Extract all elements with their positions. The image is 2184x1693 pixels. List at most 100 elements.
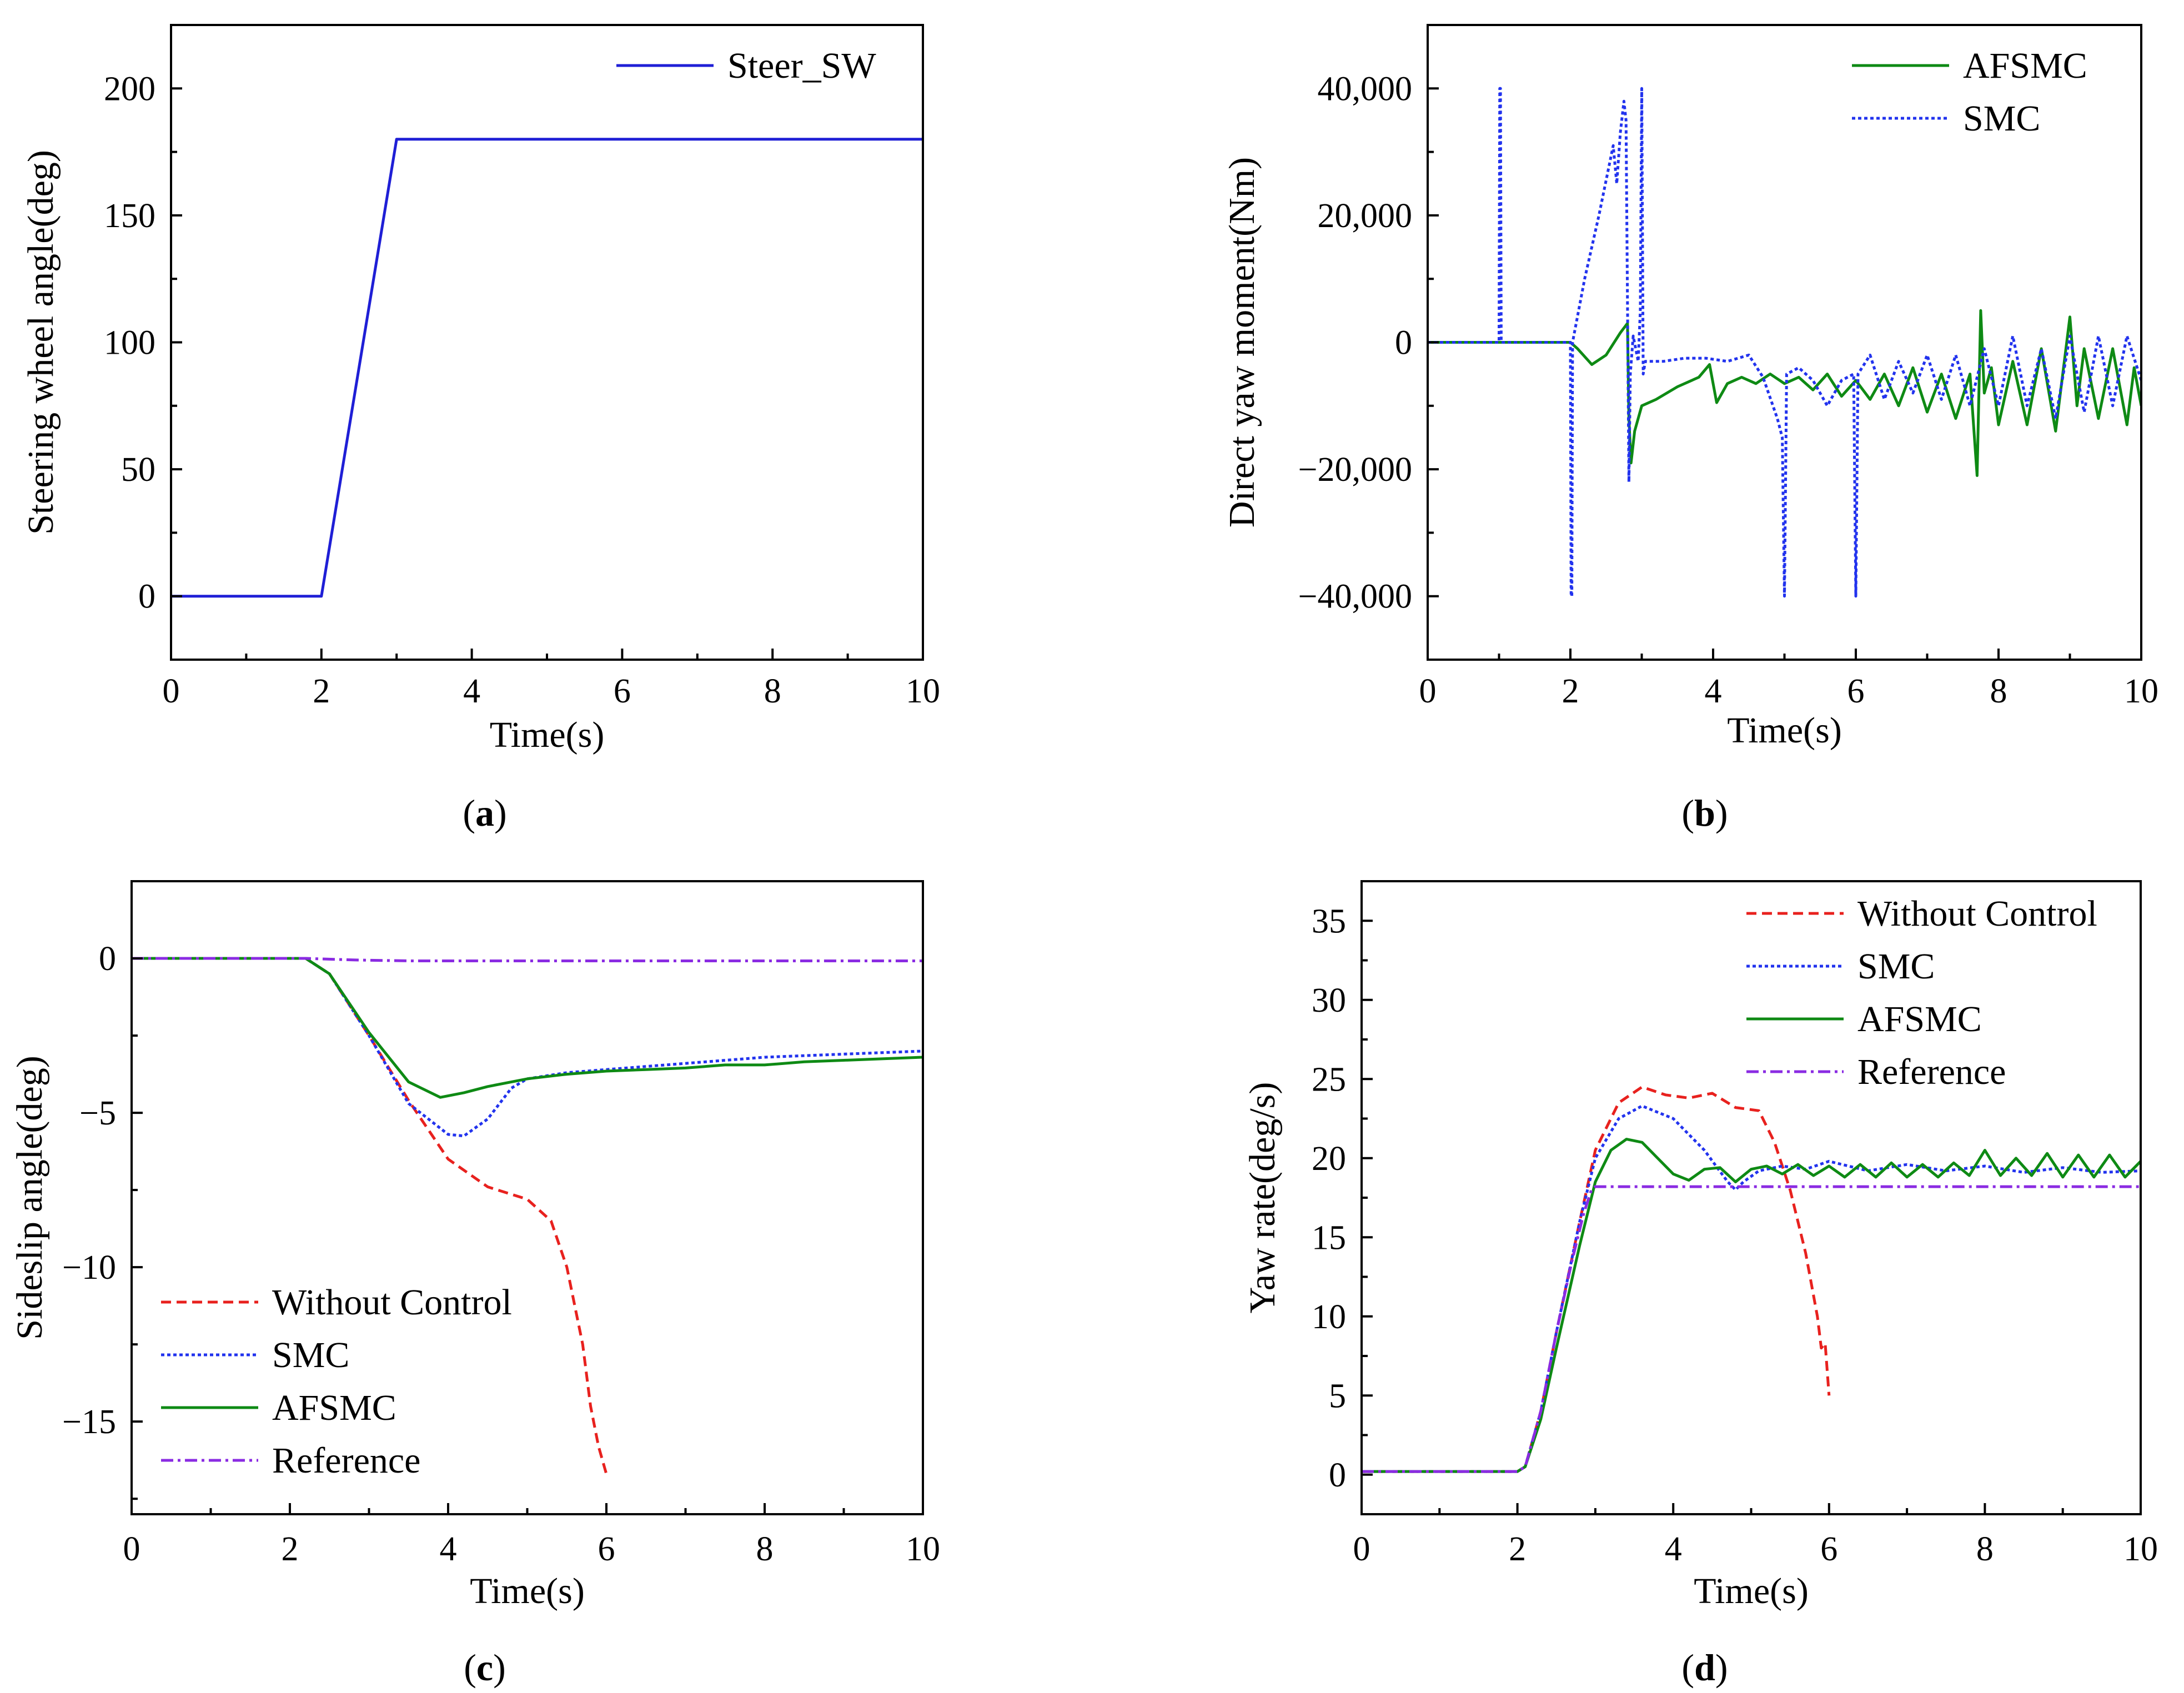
y-tick-label-c: −5 bbox=[79, 1094, 116, 1132]
x-tick-label-b: 2 bbox=[1562, 672, 1579, 710]
y-tick-label-c: 0 bbox=[99, 940, 116, 978]
y-axis-label-a: Steering wheel angle(deg) bbox=[21, 150, 61, 535]
y-tick-label-d: 5 bbox=[1329, 1377, 1346, 1415]
caption-a: (a) bbox=[463, 792, 506, 834]
series-group-a bbox=[171, 138, 923, 598]
chart-panel-d: 0 2 4 6 8 10 0 5 10 15 20 25 30 35 Time(s) Yaw rate(deg… bbox=[1242, 880, 2158, 1611]
x-tick-label-a: 10 bbox=[906, 672, 940, 710]
series-line-d-smc bbox=[1362, 1104, 2141, 1473]
y-tick-label-a: 50 bbox=[121, 451, 155, 489]
y-tick-label-b: 20,000 bbox=[1318, 197, 1413, 235]
y-tick-label-b: −40,000 bbox=[1298, 578, 1412, 616]
y-tick-label-d: 35 bbox=[1312, 902, 1346, 940]
y-axis-label-c: Sideslip angle(deg) bbox=[9, 1056, 50, 1339]
x-axis-label-c: Time(s) bbox=[470, 1571, 585, 1611]
series-line-c-without-control bbox=[132, 957, 608, 1475]
caption-a-letter: a bbox=[475, 792, 494, 834]
y-tick-label-a: 200 bbox=[104, 70, 155, 108]
series-group-c bbox=[132, 957, 923, 1475]
legend-label-b: SMC bbox=[1963, 98, 2040, 139]
legend-c: Without Control SMC AFSMC Reference bbox=[161, 1282, 512, 1481]
y-tick-label-b: −20,000 bbox=[1298, 451, 1412, 489]
legend-label-d: SMC bbox=[1857, 946, 1935, 987]
y-tick-label-d: 0 bbox=[1329, 1456, 1346, 1494]
y-axis-label-b: Direct yaw moment(Nm) bbox=[1222, 157, 1262, 528]
legend-label-d: AFSMC bbox=[1857, 999, 1982, 1039]
y-tick-label-d: 15 bbox=[1312, 1219, 1346, 1257]
x-tick-label-d: 2 bbox=[1509, 1530, 1526, 1568]
x-tick-label-d: 4 bbox=[1665, 1530, 1682, 1568]
caption-b: (b) bbox=[1681, 792, 1728, 834]
x-tick-label-a: 0 bbox=[163, 672, 180, 710]
caption-c-letter: c bbox=[476, 1646, 493, 1689]
legend-label-a: Steer_SW bbox=[727, 46, 876, 86]
x-tick-label-c: 2 bbox=[282, 1530, 299, 1568]
legend-d: Without Control SMC AFSMC Reference bbox=[1746, 893, 2097, 1092]
series-line-c-afsmc bbox=[132, 957, 923, 1099]
series-line-d-reference bbox=[1362, 1185, 2141, 1473]
y-tick-label-a: 100 bbox=[104, 324, 155, 362]
series-line-b-afsmc bbox=[1428, 309, 2141, 477]
chart-panel-c: 0 2 4 6 8 10 −15 −10 −5 0 Time(s) Sideslip angle(de… bbox=[9, 880, 940, 1611]
x-tick-label-d: 6 bbox=[1820, 1530, 1837, 1568]
x-tick-label-d: 8 bbox=[1976, 1530, 1994, 1568]
series-group-b bbox=[1428, 87, 2141, 598]
legend-label-c: Without Control bbox=[272, 1282, 512, 1323]
caption-c: (c) bbox=[464, 1646, 506, 1689]
svg-text:(c): (c) bbox=[464, 1646, 506, 1689]
x-tick-label-b: 10 bbox=[2124, 672, 2158, 710]
svg-text:(d): (d) bbox=[1681, 1646, 1728, 1689]
legend-label-c: SMC bbox=[272, 1335, 349, 1375]
svg-text:(a): (a) bbox=[463, 792, 506, 834]
y-tick-label-d: 25 bbox=[1312, 1061, 1346, 1098]
x-tick-label-a: 8 bbox=[764, 672, 781, 710]
legend-label-d: Without Control bbox=[1857, 893, 2097, 934]
legend-label-c: AFSMC bbox=[272, 1388, 396, 1428]
x-tick-label-b: 0 bbox=[1419, 672, 1437, 710]
y-axis-label-d: Yaw rate(deg/s) bbox=[1242, 1082, 1283, 1314]
svg-text:(b): (b) bbox=[1681, 792, 1728, 834]
series-group-d bbox=[1362, 1086, 2141, 1473]
legend-label-d: Reference bbox=[1857, 1052, 2006, 1092]
caption-d: (d) bbox=[1681, 1646, 1728, 1689]
y-tick-label-a: 0 bbox=[138, 578, 155, 616]
series-line-a-steer-sw bbox=[171, 138, 923, 598]
legend-a: Steer_SW bbox=[616, 46, 876, 86]
x-tick-label-c: 10 bbox=[906, 1530, 940, 1568]
y-tick-label-b: 40,000 bbox=[1318, 70, 1413, 108]
x-tick-label-c: 6 bbox=[598, 1530, 615, 1568]
x-axis-label-a: Time(s) bbox=[490, 715, 605, 755]
x-axis-label-d: Time(s) bbox=[1694, 1571, 1809, 1611]
legend-label-b: AFSMC bbox=[1963, 46, 2087, 86]
y-tick-label-d: 20 bbox=[1312, 1140, 1346, 1178]
chart-panel-b: 0 2 4 6 8 10 −40,000 −20,000 0 20,000 40,000 Time(s… bbox=[1222, 24, 2158, 751]
legend-label-c: Reference bbox=[272, 1440, 420, 1481]
x-tick-label-a: 4 bbox=[463, 672, 480, 710]
x-tick-label-a: 2 bbox=[313, 672, 330, 710]
caption-d-letter: d bbox=[1694, 1646, 1715, 1689]
series-line-d-afsmc bbox=[1362, 1138, 2141, 1473]
y-tick-label-a: 150 bbox=[104, 197, 155, 235]
y-tick-label-c: −15 bbox=[62, 1403, 116, 1441]
x-axis-label-b: Time(s) bbox=[1727, 710, 1842, 751]
x-tick-label-b: 8 bbox=[1990, 672, 2007, 710]
x-tick-label-c: 8 bbox=[756, 1530, 774, 1568]
series-line-c-reference bbox=[132, 957, 923, 962]
x-tick-label-c: 4 bbox=[440, 1530, 457, 1568]
legend-b: AFSMC SMC bbox=[1852, 46, 2087, 139]
x-tick-label-d: 10 bbox=[2123, 1530, 2158, 1568]
x-tick-label-d: 0 bbox=[1353, 1530, 1370, 1568]
y-tick-label-b: 0 bbox=[1395, 324, 1412, 362]
y-tick-label-d: 10 bbox=[1312, 1298, 1346, 1336]
y-tick-label-d: 30 bbox=[1312, 982, 1346, 1019]
x-tick-label-a: 6 bbox=[614, 672, 631, 710]
caption-b-letter: b bbox=[1694, 792, 1715, 834]
y-tick-label-c: −10 bbox=[62, 1249, 116, 1287]
x-tick-label-b: 4 bbox=[1705, 672, 1722, 710]
x-tick-label-c: 0 bbox=[123, 1530, 140, 1568]
x-tick-label-b: 6 bbox=[1847, 672, 1865, 710]
